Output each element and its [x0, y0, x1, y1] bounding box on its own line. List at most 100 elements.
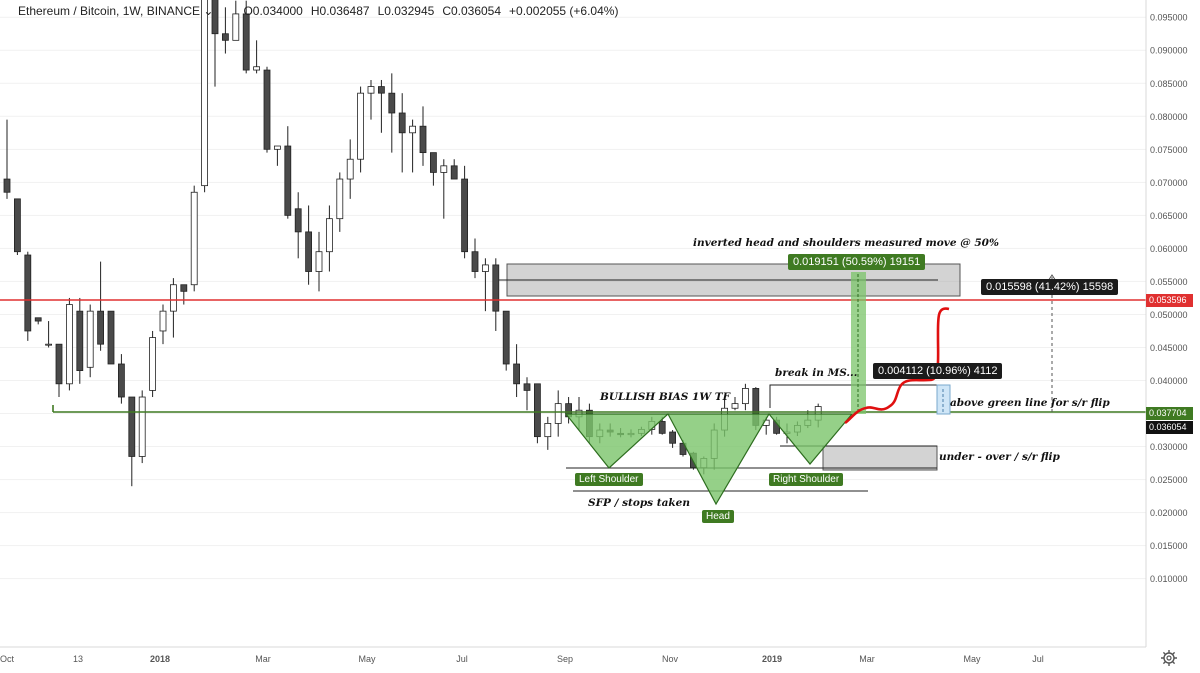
candle-body-down — [523, 383, 531, 391]
candle — [346, 139, 354, 199]
break-in-ms-annotation: break in MS... — [775, 367, 858, 379]
candle — [3, 119, 11, 199]
candle-body-down — [669, 431, 676, 444]
candle — [221, 7, 229, 54]
candle-body-up — [325, 218, 333, 253]
candle — [534, 383, 541, 444]
chevron-down-icon[interactable]: ⌄ — [203, 4, 214, 18]
candle-body-down — [97, 310, 104, 345]
candle — [388, 73, 396, 153]
time-tick-label: Oct — [0, 654, 14, 664]
candle — [492, 258, 500, 331]
candle — [263, 66, 271, 153]
candle-body-down — [377, 86, 385, 94]
candle — [377, 79, 385, 133]
left-shoulder-shape — [564, 413, 670, 469]
candle — [45, 321, 52, 348]
candle — [253, 40, 261, 74]
candle-body-down — [471, 251, 479, 272]
candle — [232, 0, 240, 41]
candle-body-up — [232, 13, 240, 41]
candle-body-down — [118, 363, 125, 398]
time-tick-label: Mar — [255, 654, 271, 664]
candle — [398, 93, 406, 173]
candle-body-down — [13, 198, 21, 253]
measured-move-annotation: inverted head and shoulders measured mov… — [693, 237, 999, 249]
candle-body-up — [357, 92, 365, 160]
head-label: Head — [702, 510, 734, 523]
change-value: +0.002055 (+6.04%) — [509, 4, 619, 18]
candle-body-down — [76, 310, 84, 371]
candle-body-down — [398, 112, 406, 134]
candle-body-up — [190, 191, 198, 286]
candle — [523, 377, 531, 411]
price-axis: 0.095000 0.090000 0.085000 0.080000 0.075000… — [1150, 13, 1188, 584]
price-tick-label: 0.080000 — [1150, 112, 1188, 122]
candle — [544, 416, 552, 450]
red-price-tag: 0.053596 — [1146, 294, 1193, 307]
time-tick-label: May — [358, 654, 376, 664]
candle-body-up — [273, 145, 281, 150]
candle-body-up — [45, 343, 52, 346]
candle-body-up — [742, 388, 749, 405]
time-tick-label: 2018 — [150, 654, 170, 664]
candle — [190, 185, 198, 292]
green-price-tag: 0.037704 — [1146, 407, 1193, 420]
candle-body-up — [149, 337, 157, 391]
candle-body-down — [429, 152, 437, 173]
price-tick-label: 0.090000 — [1150, 46, 1188, 56]
left-shoulder-label: Left Shoulder — [575, 473, 643, 486]
candle — [149, 330, 157, 398]
candle-body-down — [492, 264, 500, 312]
candle — [409, 119, 417, 173]
candle — [357, 86, 365, 173]
time-tick-label: May — [963, 654, 981, 664]
candle-body-up — [138, 396, 146, 457]
candle-body-up — [481, 264, 489, 272]
candle-body-up — [409, 125, 417, 134]
candle-body-down — [3, 178, 11, 193]
candle — [461, 165, 469, 259]
candle — [669, 430, 676, 448]
projection-path — [844, 307, 950, 425]
candle — [86, 304, 94, 378]
candle — [128, 396, 136, 487]
candle — [742, 383, 749, 411]
head-shape — [667, 413, 771, 506]
candle — [294, 192, 302, 259]
candle-body-up — [346, 158, 354, 180]
price-tick-label: 0.015000 — [1150, 541, 1188, 551]
candle-body-up — [336, 178, 344, 220]
price-tick-label: 0.055000 — [1150, 277, 1188, 287]
candle — [211, 0, 219, 87]
price-tick-label: 0.070000 — [1150, 178, 1188, 188]
settings-gear-icon[interactable] — [1161, 650, 1177, 666]
candle-body-down — [242, 13, 250, 71]
price-tick-label: 0.025000 — [1150, 475, 1188, 485]
candle-body-down — [221, 33, 229, 41]
candle-body-down — [180, 284, 188, 292]
candle — [284, 126, 292, 219]
high-value: H0.036487 — [310, 4, 370, 18]
candle — [273, 145, 281, 166]
price-tick-label: 0.020000 — [1150, 508, 1188, 518]
candle-body-down — [502, 310, 510, 365]
candle-body-down — [513, 363, 520, 385]
candle — [13, 198, 21, 256]
close-value: C0.036054 — [442, 4, 502, 18]
candle — [325, 205, 333, 272]
right-shoulder-shape — [767, 413, 854, 465]
price-tick-label: 0.065000 — [1150, 211, 1188, 221]
candle-body-down — [534, 383, 541, 438]
candle — [97, 261, 104, 351]
candle-body-down — [388, 92, 396, 114]
symbol-title[interactable]: Ethereum / Bitcoin, 1W, BINANCE ⌄ — [18, 4, 214, 18]
candle-body-up — [554, 403, 562, 424]
candle — [502, 310, 510, 371]
candle-body-up — [201, 0, 209, 187]
sfp-annotation: SFP / stops taken — [588, 497, 690, 509]
candle-body-up — [169, 284, 177, 312]
candle-body-down — [419, 125, 427, 154]
price-tick-label: 0.040000 — [1150, 376, 1188, 386]
